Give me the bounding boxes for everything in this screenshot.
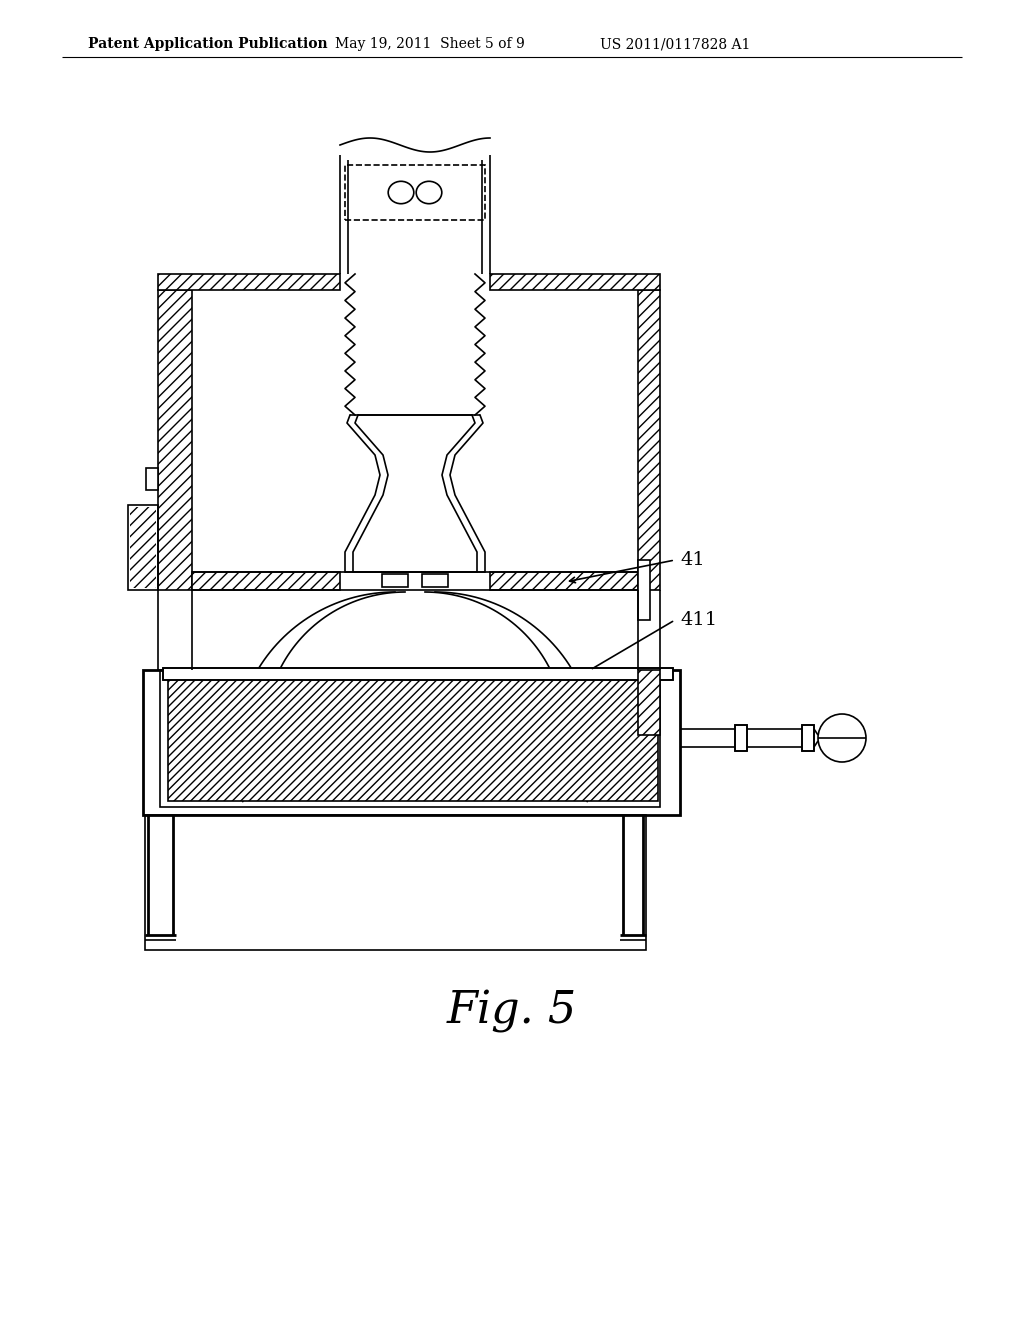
Text: Patent Application Publication: Patent Application Publication: [88, 37, 328, 51]
Bar: [490, 275, 660, 290]
Text: May 19, 2011  Sheet 5 of 9: May 19, 2011 Sheet 5 of 9: [335, 37, 524, 51]
Bar: [163, 668, 673, 680]
Bar: [345, 165, 485, 220]
Text: 41: 41: [680, 550, 705, 569]
Text: US 2011/0117828 A1: US 2011/0117828 A1: [600, 37, 751, 51]
Bar: [158, 275, 340, 290]
Bar: [490, 572, 638, 590]
Bar: [802, 725, 814, 751]
Bar: [422, 574, 449, 587]
Bar: [145, 814, 646, 950]
Text: 411: 411: [680, 611, 717, 630]
Text: Fig. 5: Fig. 5: [446, 990, 578, 1034]
Bar: [802, 725, 814, 751]
Bar: [128, 506, 158, 590]
Bar: [735, 725, 746, 751]
Bar: [735, 725, 746, 751]
Bar: [143, 671, 680, 814]
Bar: [158, 290, 193, 590]
Bar: [168, 678, 658, 801]
Bar: [638, 671, 660, 735]
Bar: [638, 290, 660, 590]
Bar: [163, 668, 673, 680]
Bar: [638, 560, 650, 620]
Bar: [382, 574, 408, 587]
Bar: [193, 572, 340, 590]
Bar: [130, 507, 156, 587]
Bar: [160, 671, 660, 807]
Bar: [146, 469, 158, 490]
